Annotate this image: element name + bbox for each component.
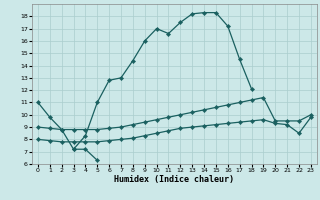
X-axis label: Humidex (Indice chaleur): Humidex (Indice chaleur) — [115, 175, 234, 184]
